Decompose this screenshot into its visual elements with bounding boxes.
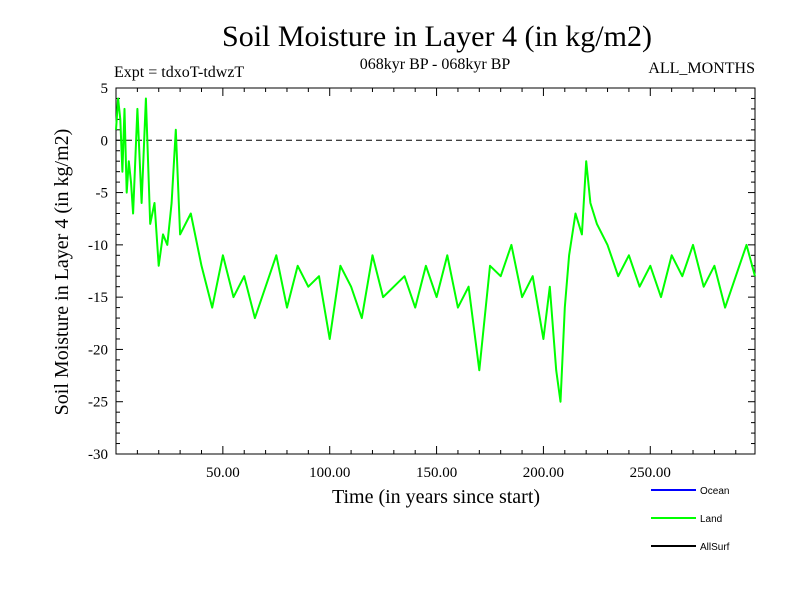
y-tick-label: -30 [88,447,108,463]
legend: Ocean Land AllSurf [651,486,730,553]
y-tick-label: -25 [88,395,108,411]
y-tick-label: 5 [101,81,109,97]
y-axis-label: Soil Moisture in Layer 4 (in kg/m2) [51,129,73,416]
series-line-land [115,97,756,403]
x-tick-label: 150.00 [416,465,457,481]
x-tick-label: 250.00 [630,465,671,481]
x-tick-label: 100.00 [309,465,350,481]
y-tick-label: 0 [101,133,109,149]
x-tick-label: 50.00 [206,465,240,481]
plot-frame [115,87,756,455]
chart-title: Soil Moisture in Layer 4 (in kg/m2) [222,20,652,53]
period-label: 068kyr BP - 068kyr BP [360,56,511,73]
months-label: ALL_MONTHS [648,60,755,77]
legend-label-allsurf: AllSurf [700,542,730,553]
y-tick-label: -5 [96,186,109,202]
x-axis-label: Time (in years since start) [332,486,540,508]
x-tick-label: 200.00 [523,465,564,481]
legend-label-land: Land [700,514,722,525]
y-tick-label: -20 [88,342,108,358]
y-tick-label: -15 [88,290,108,306]
y-tick-label: -10 [88,238,108,254]
legend-label-ocean: Ocean [700,486,729,497]
experiment-label: Expt = tdxoT-tdwzT [114,64,244,81]
plot-area: 5 0 -5 -10 -15 -20 -25 -30 50.00 100.00 150.00 200.… [88,81,756,481]
